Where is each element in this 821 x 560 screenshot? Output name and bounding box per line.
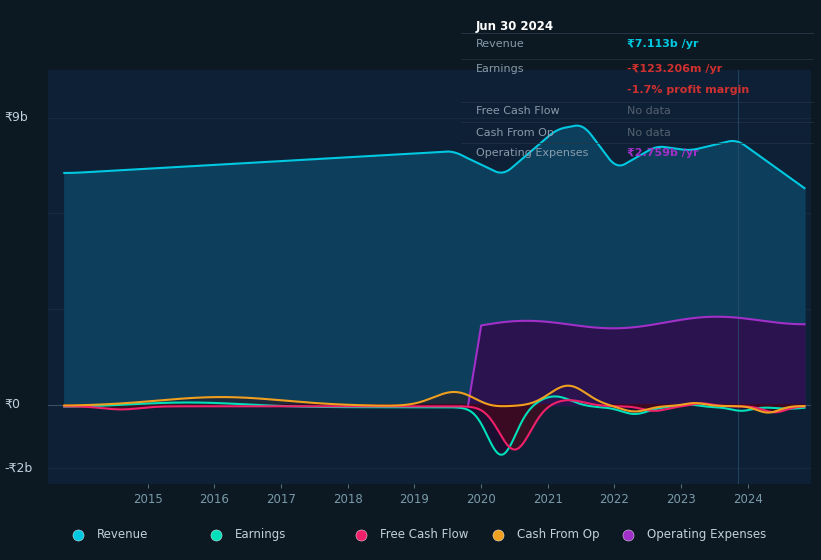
Text: Jun 30 2024: Jun 30 2024 (475, 20, 553, 32)
Text: Operating Expenses: Operating Expenses (475, 148, 588, 157)
Text: ₹9b: ₹9b (4, 111, 28, 124)
Text: -1.7% profit margin: -1.7% profit margin (627, 85, 750, 95)
Text: Cash From Op: Cash From Op (517, 528, 599, 541)
Text: ₹0: ₹0 (4, 398, 20, 411)
Text: Earnings: Earnings (235, 528, 286, 541)
Text: Operating Expenses: Operating Expenses (647, 528, 766, 541)
Text: No data: No data (627, 128, 672, 138)
Text: No data: No data (627, 106, 672, 116)
Text: Revenue: Revenue (475, 39, 525, 49)
Text: -₹123.206m /yr: -₹123.206m /yr (627, 64, 722, 74)
Text: Free Cash Flow: Free Cash Flow (475, 106, 559, 116)
Text: ₹7.113b /yr: ₹7.113b /yr (627, 39, 699, 49)
Text: Free Cash Flow: Free Cash Flow (380, 528, 468, 541)
Text: Cash From Op: Cash From Op (475, 128, 553, 138)
Text: Earnings: Earnings (475, 64, 524, 74)
Text: -₹2b: -₹2b (4, 462, 32, 475)
Text: Revenue: Revenue (97, 528, 149, 541)
Text: ₹2.759b /yr: ₹2.759b /yr (627, 148, 699, 157)
